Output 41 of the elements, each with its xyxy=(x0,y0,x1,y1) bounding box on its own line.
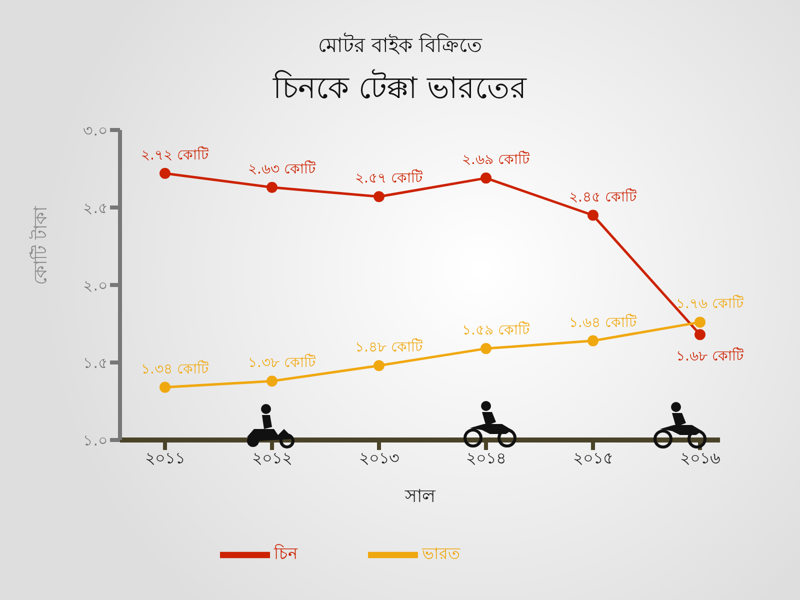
y-axis-title: কোটি টাকা xyxy=(29,205,52,285)
y-tick-label: ১.০ xyxy=(83,431,108,450)
legend-label: চিন xyxy=(274,544,298,564)
data-label: ২.৫৭ কোটি xyxy=(355,170,423,187)
point xyxy=(266,182,278,193)
point xyxy=(694,316,706,328)
data-label: ২.৬৯ কোটি xyxy=(462,151,530,168)
data-label: ১.৩৪ কোটি xyxy=(141,360,209,378)
x-tick-label: ২০১১ xyxy=(145,448,185,468)
data-label: ২.৭২ কোটি xyxy=(141,146,209,164)
x-tick-label: ২০১২ xyxy=(252,448,292,468)
data-label: ১.৩৮ কোটি xyxy=(248,354,316,372)
data-label: ১.৪৮ কোটি xyxy=(355,338,423,356)
x-axis-title: সাল xyxy=(404,486,436,507)
chart-subtitle: মোটর বাইক বিক্রিতে xyxy=(317,32,484,59)
chart-title: চিনকে টেক্কা ভারতের xyxy=(272,68,528,108)
data-label: ২.৬৩ কোটি xyxy=(248,160,316,178)
point xyxy=(588,335,598,346)
y-tick-label: ৩.০ xyxy=(83,121,108,140)
point xyxy=(374,191,384,202)
data-label: ১.৬৮ কোটি xyxy=(676,348,744,365)
point xyxy=(480,343,492,354)
x-tick-label: ২০১৬ xyxy=(680,448,720,468)
point xyxy=(588,210,598,221)
y-tick-label: ২.০ xyxy=(83,276,108,294)
point xyxy=(160,382,170,393)
point xyxy=(266,376,278,387)
x-tick-label: ২০১৫ xyxy=(573,448,613,468)
point xyxy=(480,172,492,184)
x-tick-label: ২০১৩ xyxy=(359,448,399,468)
data-label: ১.৭৬ কোটি xyxy=(676,295,744,312)
data-label: ১.৬৪ কোটি xyxy=(569,314,637,331)
point xyxy=(694,329,706,340)
point xyxy=(374,360,384,372)
data-label: ১.৫৯ কোটি xyxy=(462,322,530,339)
data-label: ২.৪৫ কোটি xyxy=(569,188,637,206)
y-tick-label: ২.৫ xyxy=(83,198,108,217)
point xyxy=(160,168,170,179)
x-tick-label: ২০১৪ xyxy=(466,448,506,468)
y-tick-label: ১.৫ xyxy=(83,354,108,372)
legend-label: ভারত xyxy=(422,544,460,564)
